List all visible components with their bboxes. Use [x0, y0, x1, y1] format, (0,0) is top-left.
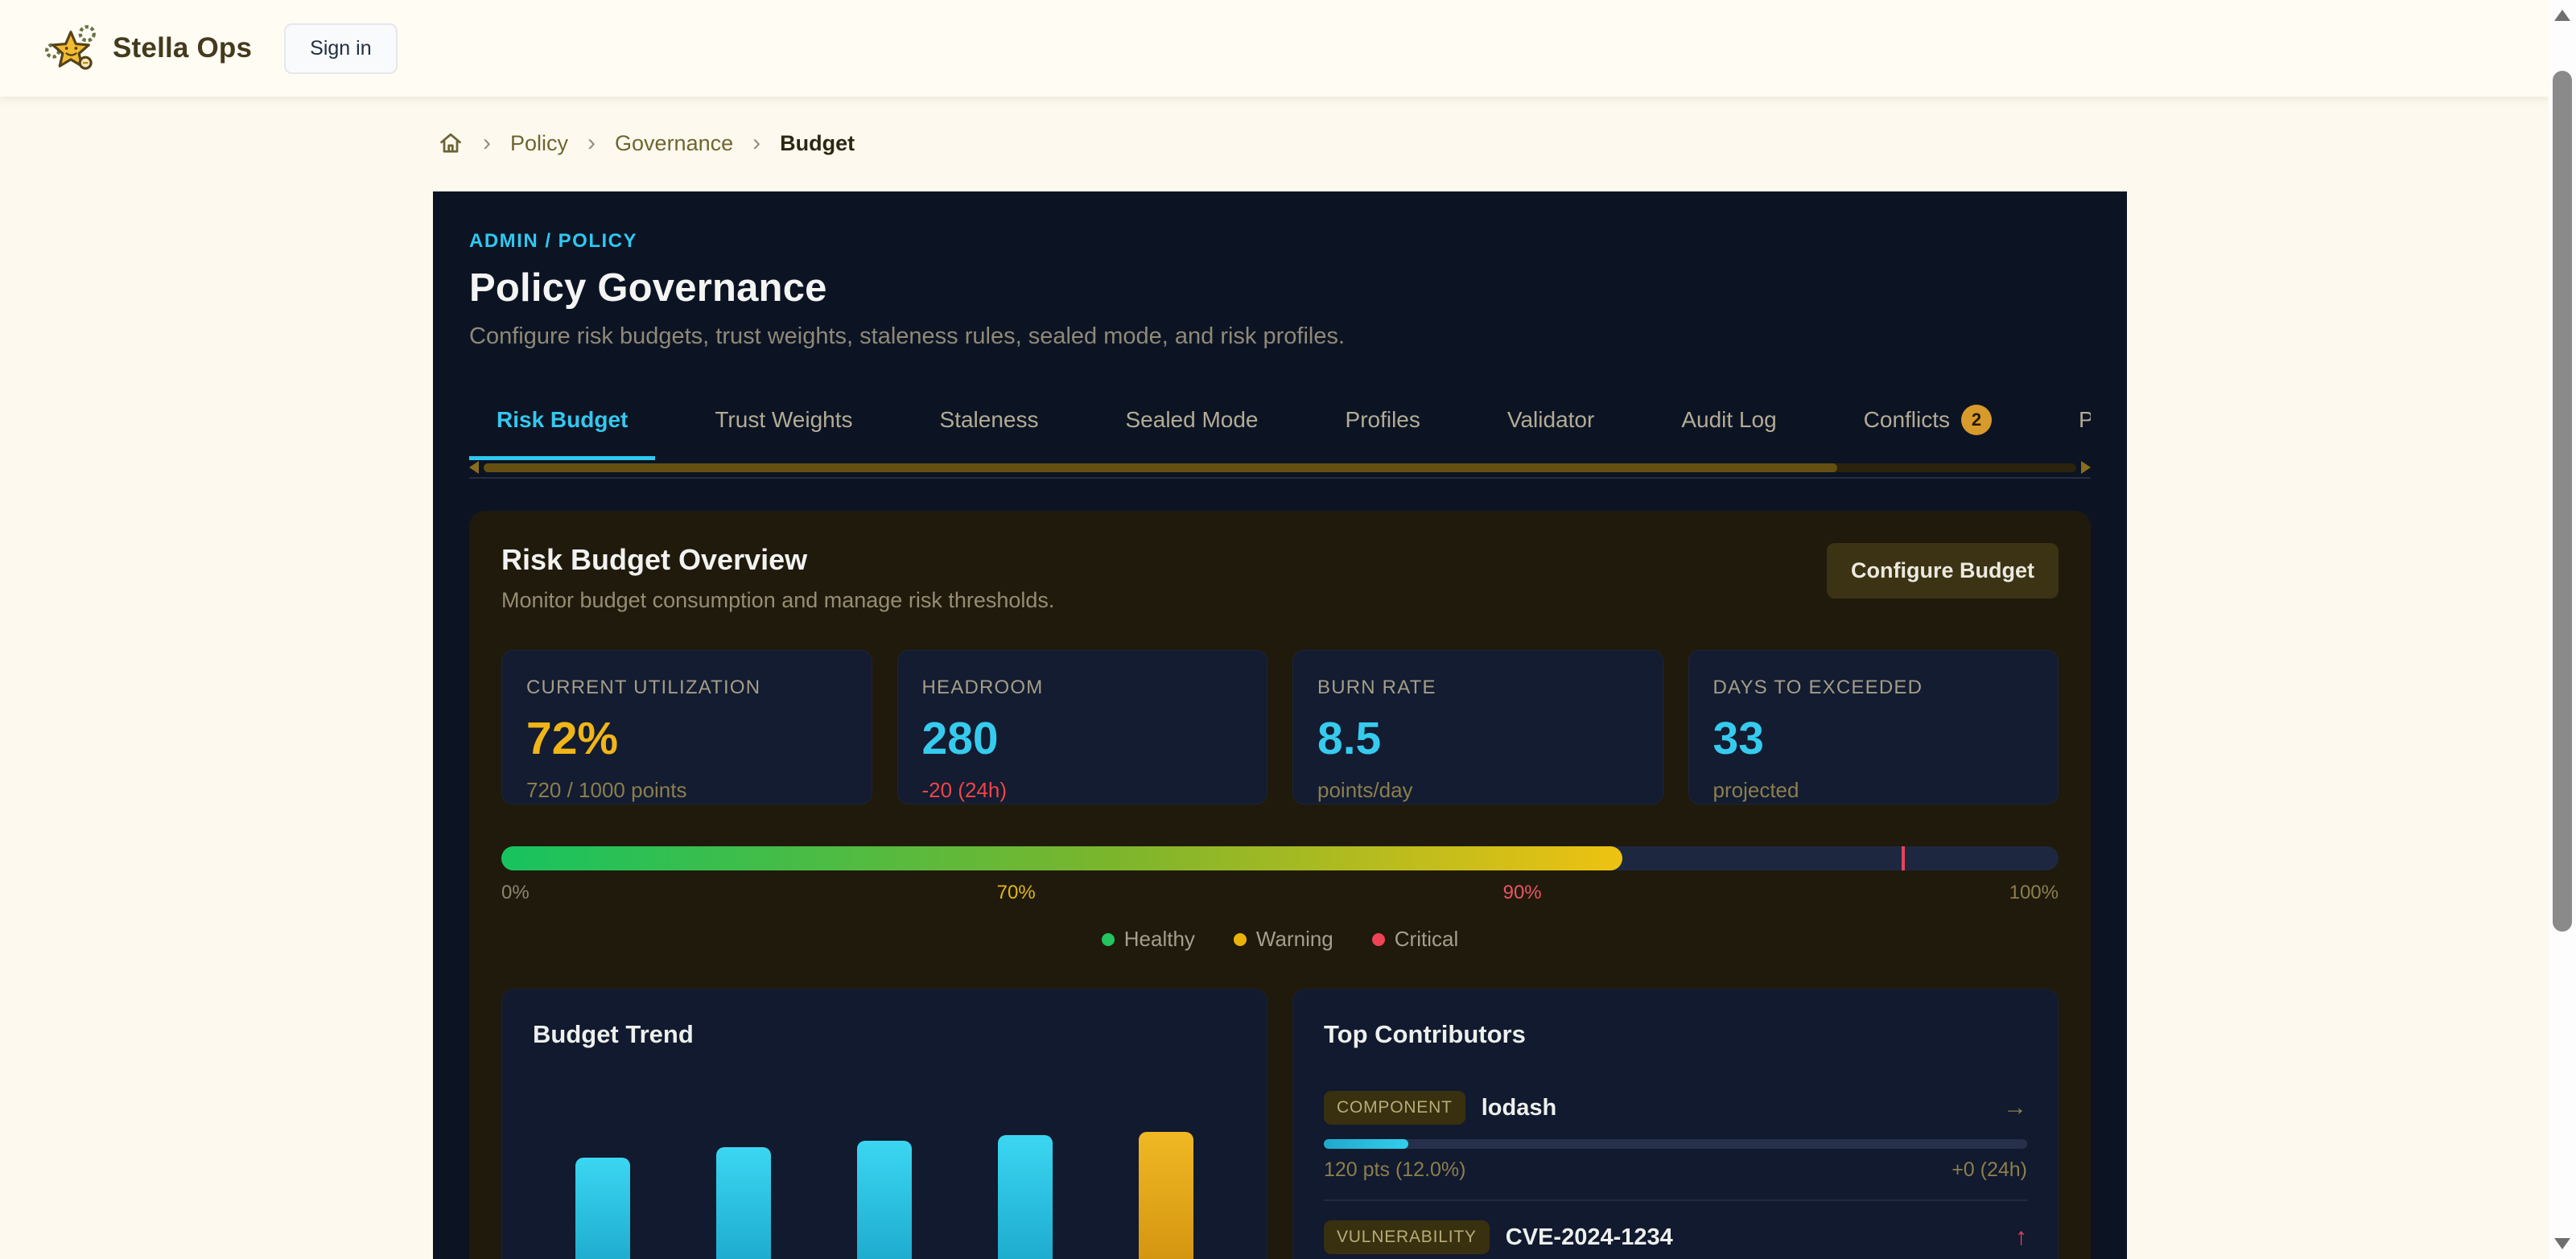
breadcrumb-governance[interactable]: Governance [615, 131, 733, 156]
page-title: Policy Governance [469, 265, 2091, 311]
threshold-labels: 0% 70% 90% 100% [501, 882, 2059, 904]
contributor-row-cve-2024-1234[interactable]: VULNERABILITY CVE-2024-1234 ↑ 95 pts (9.… [1324, 1201, 2027, 1259]
budget-trend-card: Budget Trend 12/1 12/8 12/15 12/22 12/29 [501, 989, 1267, 1259]
contributor-row-lodash[interactable]: COMPONENT lodash → 120 pts (12.0%) +0 (2… [1324, 1072, 2027, 1201]
brand-name: Stella Ops [113, 32, 252, 64]
divider [469, 477, 2091, 479]
legend-critical: Critical [1372, 927, 1458, 952]
healthy-dot-icon [1102, 933, 1115, 946]
tab-validator[interactable]: Validator [1480, 393, 1622, 460]
contributor-name: CVE-2024-1234 [1506, 1224, 1673, 1251]
critical-dot-icon [1372, 933, 1385, 946]
trend-bar-12-29 [1139, 1132, 1193, 1259]
breadcrumb: › Policy › Governance › Budget [438, 130, 2576, 156]
stat-sub: 720 / 1000 points [526, 778, 847, 803]
type-badge: VULNERABILITY [1324, 1220, 1490, 1254]
tab-trust-weights[interactable]: Trust Weights [687, 393, 880, 460]
app-root: Stella Ops Sign in › Policy › Governance… [0, 0, 2576, 1259]
top-contributors-card: Top Contributors COMPONENT lodash → [1292, 989, 2059, 1259]
type-badge: COMPONENT [1324, 1091, 1465, 1125]
stat-value: 8.5 [1317, 712, 1638, 765]
legend-healthy: Healthy [1102, 927, 1195, 952]
legend-warning: Warning [1234, 927, 1333, 952]
top-contributors-title: Top Contributors [1324, 1020, 2027, 1049]
stat-label: BURN RATE [1317, 677, 1638, 699]
stat-label: DAYS TO EXCEEDED [1713, 677, 2034, 699]
stat-value: 280 [922, 712, 1243, 765]
scroll-up-arrow-icon[interactable] [2554, 10, 2570, 21]
threshold-100: 100% [2009, 882, 2059, 904]
brand: Stella Ops [45, 23, 252, 74]
stat-card-current-utilization: CURRENT UTILIZATION 72% 720 / 1000 point… [501, 650, 872, 804]
scroll-down-arrow-icon[interactable] [2554, 1238, 2570, 1249]
contributor-points: 120 pts (12.0%) [1324, 1158, 1466, 1182]
vertical-scrollbar[interactable] [2549, 0, 2576, 1259]
tab-clipped[interactable]: Pl [2051, 393, 2091, 460]
stella-ops-logo-icon [45, 23, 97, 74]
home-icon[interactable] [438, 130, 464, 156]
tab-risk-budget[interactable]: Risk Budget [469, 393, 655, 460]
section-eyebrow: ADMIN / POLICY [469, 230, 2091, 253]
breadcrumb-current-budget: Budget [780, 131, 855, 156]
stat-card-headroom: HEADROOM 280 -20 (24h) [897, 650, 1268, 804]
contributor-bar-fill [1324, 1139, 1408, 1149]
overview-title: Risk Budget Overview [501, 543, 1054, 577]
tab-strip: Risk Budget Trust Weights Staleness Seal… [469, 393, 2091, 460]
stats-row: CURRENT UTILIZATION 72% 720 / 1000 point… [501, 650, 2059, 804]
page-subtitle: Configure risk budgets, trust weights, s… [469, 323, 2091, 350]
conflicts-count-badge: 2 [1961, 405, 1992, 435]
scroll-left-arrow-icon[interactable] [469, 461, 479, 474]
warning-dot-icon [1234, 933, 1247, 946]
stat-sub: -20 (24h) [922, 778, 1243, 803]
tab-scrollbar-track[interactable] [484, 463, 2076, 472]
stat-label: CURRENT UTILIZATION [526, 677, 847, 699]
trend-bar-12-1 [575, 1158, 630, 1259]
stat-sub: projected [1713, 778, 2034, 803]
tab-profiles[interactable]: Profiles [1318, 393, 1448, 460]
risk-budget-overview-card: Risk Budget Overview Monitor budget cons… [469, 511, 2091, 1259]
budget-trend-title: Budget Trend [533, 1020, 1236, 1049]
stat-label: HEADROOM [922, 677, 1243, 699]
site-header: Stella Ops Sign in [0, 0, 2549, 97]
sign-in-button[interactable]: Sign in [284, 23, 397, 74]
stat-value: 72% [526, 712, 847, 765]
breadcrumb-separator: › [483, 131, 491, 155]
status-legend: Healthy Warning Critical [501, 927, 2059, 952]
breadcrumb-separator: › [587, 131, 596, 155]
trend-bar-12-15 [857, 1141, 912, 1259]
contributor-name: lodash [1482, 1095, 1556, 1121]
tab-conflicts[interactable]: Conflicts 2 [1836, 393, 2019, 460]
tab-sealed-mode[interactable]: Sealed Mode [1098, 393, 1286, 460]
scroll-right-arrow-icon[interactable] [2081, 461, 2091, 474]
budget-progress-track [501, 846, 2059, 870]
tab-staleness[interactable]: Staleness [913, 393, 1066, 460]
critical-threshold-marker [1902, 846, 1905, 870]
contributor-delta: +0 (24h) [1952, 1158, 2027, 1182]
tab-audit-log[interactable]: Audit Log [1654, 393, 1803, 460]
contributors-list: COMPONENT lodash → 120 pts (12.0%) +0 (2… [1324, 1072, 2027, 1259]
stat-card-days-to-exceeded: DAYS TO EXCEEDED 33 projected [1688, 650, 2059, 804]
tab-horizontal-scrollbar[interactable] [469, 462, 2091, 473]
threshold-90: 90% [1503, 882, 1542, 904]
overview-subtitle: Monitor budget consumption and manage ri… [501, 588, 1054, 613]
stat-card-burn-rate: BURN RATE 8.5 points/day [1292, 650, 1663, 804]
stat-value: 33 [1713, 712, 2034, 765]
threshold-0: 0% [501, 882, 530, 904]
trend-up-icon: ↑ [2015, 1224, 2027, 1251]
trend-bar-12-8 [716, 1147, 771, 1259]
vertical-scrollbar-thumb[interactable] [2553, 71, 2572, 932]
threshold-70: 70% [997, 882, 1036, 904]
trend-bar-12-22 [998, 1135, 1053, 1259]
budget-trend-chart [533, 1073, 1236, 1259]
budget-progress-fill [501, 846, 1622, 870]
configure-budget-button[interactable]: Configure Budget [1827, 543, 2059, 599]
breadcrumb-separator: › [752, 131, 760, 155]
stat-sub: points/day [1317, 778, 1638, 803]
tab-scrollbar-thumb[interactable] [484, 463, 1837, 472]
trend-flat-icon: → [2003, 1094, 2027, 1121]
breadcrumb-policy[interactable]: Policy [510, 131, 568, 156]
budget-utilization-bar: 0% 70% 90% 100% Healthy Warning [501, 846, 2059, 952]
policy-governance-panel: ADMIN / POLICY Policy Governance Configu… [433, 191, 2127, 1259]
contributor-bar-track [1324, 1139, 2027, 1149]
